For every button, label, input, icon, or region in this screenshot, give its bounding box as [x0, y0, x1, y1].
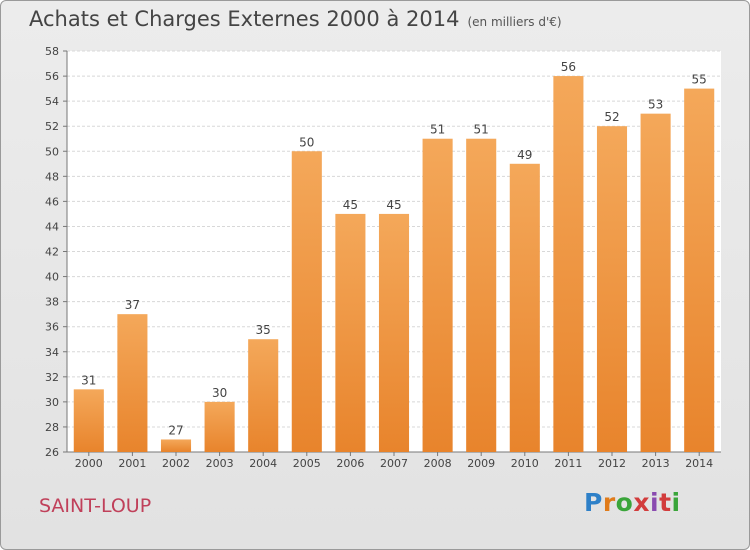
value-label-2003: 30 [212, 386, 227, 400]
y-tick-label: 58 [45, 45, 59, 58]
logo-letter: i [671, 488, 681, 517]
value-label-2011: 56 [561, 60, 576, 74]
value-label-2007: 45 [386, 198, 401, 212]
y-tick-label: 38 [45, 296, 59, 309]
value-label-2008: 51 [430, 123, 445, 137]
bar-2007 [378, 213, 410, 452]
value-label-2014: 55 [692, 73, 707, 87]
x-tick-label-2003: 2003 [206, 457, 234, 470]
axes: 26 28 30 32 34 36 38 40 42 44 46 48 50 52 54 56 58 2000 20… [45, 45, 721, 470]
y-tick-label: 52 [45, 120, 59, 133]
chart-title-text: Achats et Charges Externes 2000 à 2014 [29, 7, 460, 31]
bar-2010 [509, 163, 540, 452]
y-tick-label: 48 [45, 170, 59, 183]
value-label-2002: 27 [168, 423, 183, 437]
bar-2002 [160, 439, 192, 452]
value-label-2010: 49 [517, 148, 532, 162]
bar-2012 [596, 126, 628, 452]
value-label-2009: 51 [474, 123, 489, 137]
value-label-2006: 45 [343, 198, 358, 212]
x-tick-label-2012: 2012 [598, 457, 626, 470]
logo-letter: P [584, 488, 603, 517]
x-tick-label-2011: 2011 [554, 457, 582, 470]
y-tick-label: 26 [45, 446, 59, 459]
logo-letter: x [633, 488, 650, 517]
y-tick-label: 42 [45, 246, 59, 259]
value-label-2004: 35 [256, 323, 271, 337]
proxiti-logo: Proxiti [584, 488, 681, 517]
y-tick-label: 30 [45, 396, 59, 409]
x-tick-label-2010: 2010 [511, 457, 539, 470]
y-tick-label: 34 [45, 346, 59, 359]
y-tick-label: 50 [45, 145, 59, 158]
x-tick-label-2009: 2009 [467, 457, 495, 470]
bars [73, 76, 715, 452]
y-tick-label: 40 [45, 271, 59, 284]
x-tick-label-2000: 2000 [75, 457, 103, 470]
value-label-2013: 53 [648, 98, 663, 112]
logo-letter: i [650, 488, 660, 517]
commune-name: SAINT-LOUP [39, 495, 152, 517]
y-tick-label: 54 [45, 95, 59, 108]
y-tick-label: 46 [45, 195, 59, 208]
value-label-2012: 52 [604, 110, 619, 124]
y-tick-label: 56 [45, 70, 59, 83]
bar-2005 [291, 151, 322, 452]
value-label-2000: 31 [81, 373, 96, 387]
y-tick-label: 28 [45, 421, 59, 434]
bar-2008 [422, 138, 453, 452]
y-tick-label: 44 [45, 220, 59, 233]
x-tick-label-2006: 2006 [336, 457, 364, 470]
x-tick-label-2008: 2008 [424, 457, 452, 470]
bar-2003 [204, 401, 235, 452]
bar-2006 [335, 213, 366, 452]
value-label-2001: 37 [125, 298, 140, 312]
bar-2001 [117, 314, 148, 452]
logo-letter: r [602, 488, 616, 517]
x-tick-label-2007: 2007 [380, 457, 408, 470]
chart-subtitle: (en milliers d'€) [467, 15, 562, 29]
x-tick-label-2014: 2014 [685, 457, 713, 470]
y-tick-label: 32 [45, 371, 59, 384]
chart-title: Achats et Charges Externes 2000 à 2014 (e… [29, 7, 562, 31]
data-labels: 31 37 27 30 35 50 45 45 51 51 49 56 52 53 55 [81, 60, 707, 437]
x-tick-label-2005: 2005 [293, 457, 321, 470]
x-tick-label-2013: 2013 [642, 457, 670, 470]
bar-2009 [466, 138, 497, 452]
bar-2014 [684, 88, 715, 452]
y-tick-label: 36 [45, 321, 59, 334]
bar-2004 [248, 339, 279, 452]
x-tick-label-2004: 2004 [249, 457, 277, 470]
x-tick-label-2002: 2002 [162, 457, 190, 470]
bar-2013 [640, 113, 671, 452]
logo-letter: o [615, 488, 634, 517]
bar-2011 [553, 76, 584, 452]
value-label-2005: 50 [299, 135, 314, 149]
logo-letter: t [659, 488, 672, 517]
x-tick-label-2001: 2001 [118, 457, 146, 470]
bar-2000 [73, 389, 104, 452]
